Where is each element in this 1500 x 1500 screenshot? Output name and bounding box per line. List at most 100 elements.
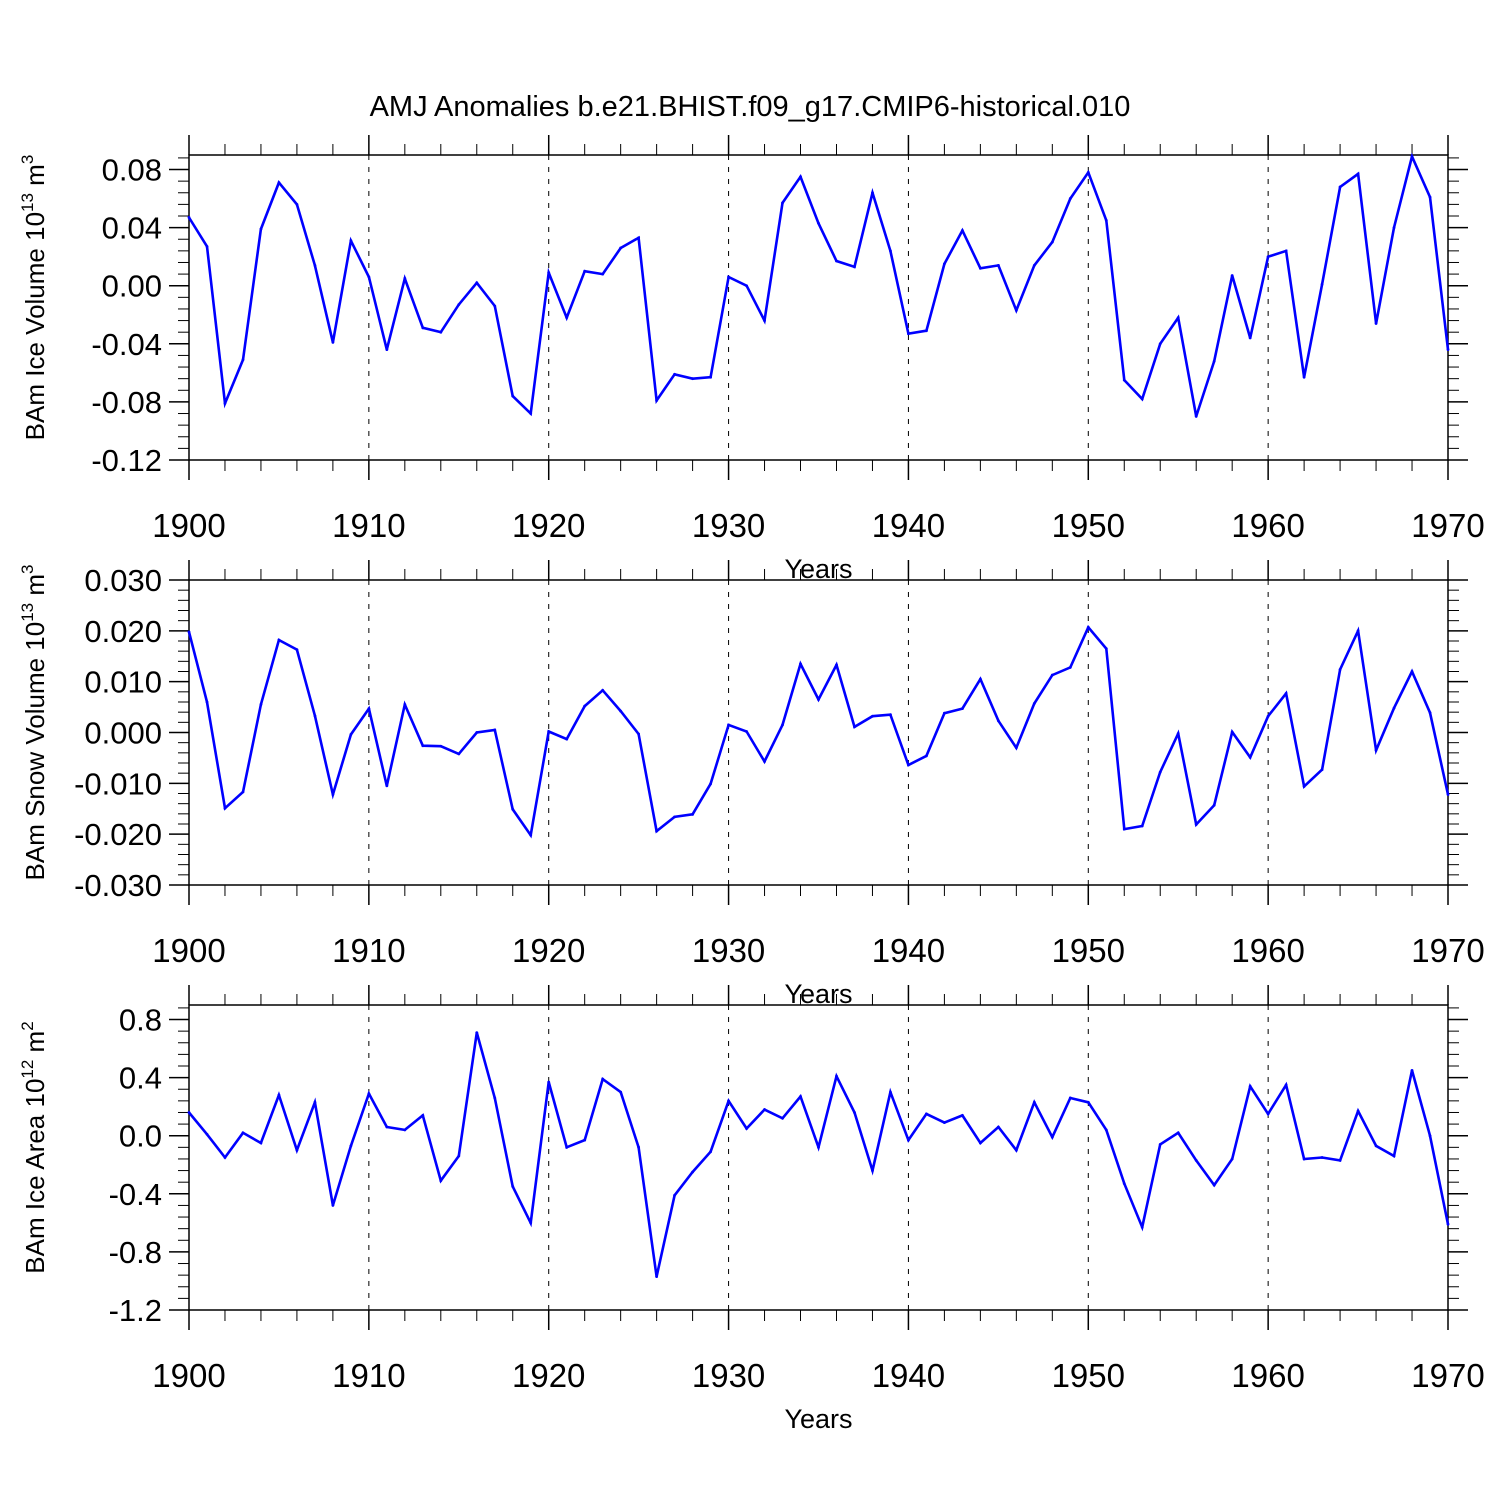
data-point: [475, 1031, 479, 1034]
data-point: [1212, 359, 1216, 363]
data-point: [241, 358, 245, 362]
figure-title: AMJ Anomalies b.e21.BHIST.f09_g17.CMIP6-…: [370, 91, 1131, 123]
x-tick-label: 1940: [872, 1357, 945, 1394]
data-point: [511, 394, 515, 398]
data-point: [565, 737, 569, 741]
x-tick-label: 1970: [1411, 1357, 1484, 1394]
data-point: [1230, 730, 1234, 734]
data-point: [421, 1113, 425, 1117]
data-point: [727, 275, 730, 279]
y-tick-label: 0.08: [102, 153, 162, 188]
x-tick-label: 1930: [692, 507, 765, 544]
data-point: [1302, 375, 1306, 379]
y-tick-label: -0.08: [91, 385, 162, 420]
x-tick-label: 1940: [872, 932, 945, 969]
data-point: [673, 1193, 677, 1197]
data-point: [367, 1092, 371, 1095]
data-point: [1248, 756, 1252, 759]
data-point: [1086, 625, 1090, 629]
data-point: [205, 700, 209, 704]
data-point: [1014, 309, 1018, 312]
y-axis-label: BAm Ice Volume 1013 m3: [18, 155, 50, 441]
data-point: [889, 713, 892, 717]
x-tick-label: 1960: [1231, 507, 1304, 544]
data-point: [313, 714, 317, 718]
x-tick-label: 1910: [332, 932, 405, 969]
x-tick-label: 1920: [512, 1357, 585, 1394]
series-line: [187, 1032, 1450, 1277]
data-point: [205, 245, 209, 248]
data-point: [1104, 647, 1108, 651]
data-point: [853, 725, 856, 729]
data-point: [1338, 185, 1342, 189]
data-point: [1356, 1109, 1360, 1113]
data-point: [529, 833, 533, 837]
data-point: [727, 1099, 730, 1103]
data-point: [583, 1138, 587, 1142]
y-axis-label: BAm Ice Area 1012 m2: [18, 1021, 50, 1273]
data-point: [960, 1113, 964, 1117]
x-tick-label: 1960: [1231, 932, 1304, 969]
data-point: [601, 688, 605, 692]
data-point: [601, 272, 605, 276]
data-point: [637, 732, 641, 736]
data-point: [529, 412, 533, 415]
data-point: [349, 239, 353, 243]
data-point: [817, 698, 820, 701]
data-point: [439, 1179, 443, 1183]
data-point: [925, 329, 928, 333]
data-point: [277, 1093, 281, 1097]
plot-frame: [188, 1004, 1449, 1311]
x-axis-label: Years: [784, 554, 852, 584]
data-point: [1212, 803, 1216, 807]
data-point: [1428, 1134, 1432, 1138]
x-axis-label: Years: [784, 979, 852, 1009]
x-tick-label: 1950: [1052, 1357, 1125, 1394]
data-point: [1248, 1084, 1252, 1088]
y-tick-label: 0.0: [119, 1119, 162, 1154]
data-point: [1302, 1157, 1306, 1161]
data-point: [1446, 348, 1450, 352]
data-point: [1392, 226, 1396, 230]
data-point: [1302, 784, 1306, 788]
data-point: [223, 806, 227, 810]
data-point: [1410, 1068, 1414, 1072]
data-point: [835, 1074, 838, 1078]
data-point: [925, 754, 928, 758]
data-point: [529, 1221, 533, 1225]
data-point: [457, 303, 461, 306]
x-tick-label: 1960: [1231, 1357, 1304, 1394]
data-point: [187, 216, 191, 219]
data-point: [1068, 666, 1072, 669]
data-point: [295, 202, 299, 206]
y-tick-label: -0.030: [74, 868, 162, 903]
data-point: [277, 638, 281, 642]
data-point: [925, 1112, 928, 1116]
data-point: [331, 340, 335, 344]
y-tick-label: 0.4: [119, 1061, 162, 1096]
data-point: [871, 191, 874, 195]
y-tick-label: -0.4: [109, 1177, 162, 1212]
data-point: [1248, 336, 1252, 340]
data-point: [655, 829, 659, 833]
data-point: [1014, 746, 1018, 750]
data-point: [853, 1111, 856, 1114]
data-point: [727, 723, 730, 727]
data-point: [1284, 691, 1288, 695]
data-point: [1374, 748, 1378, 752]
data-point: [313, 1100, 317, 1104]
data-point: [817, 221, 820, 225]
panel-snow-volume: 1900 1910 1920 1930 1940 1950 1960 1970 -0.030 -0…: [18, 560, 1485, 1009]
data-point: [799, 1095, 802, 1098]
data-point: [259, 227, 263, 231]
data-point: [1068, 197, 1072, 200]
x-tick-label: 1910: [332, 1357, 405, 1394]
x-tick-label: 1950: [1052, 932, 1125, 969]
data-point: [1374, 322, 1378, 325]
data-point: [403, 277, 407, 280]
data-point: [331, 1204, 335, 1207]
x-axis-label: Years: [784, 1404, 852, 1434]
data-point: [996, 1125, 1000, 1129]
data-point: [1086, 1100, 1090, 1104]
